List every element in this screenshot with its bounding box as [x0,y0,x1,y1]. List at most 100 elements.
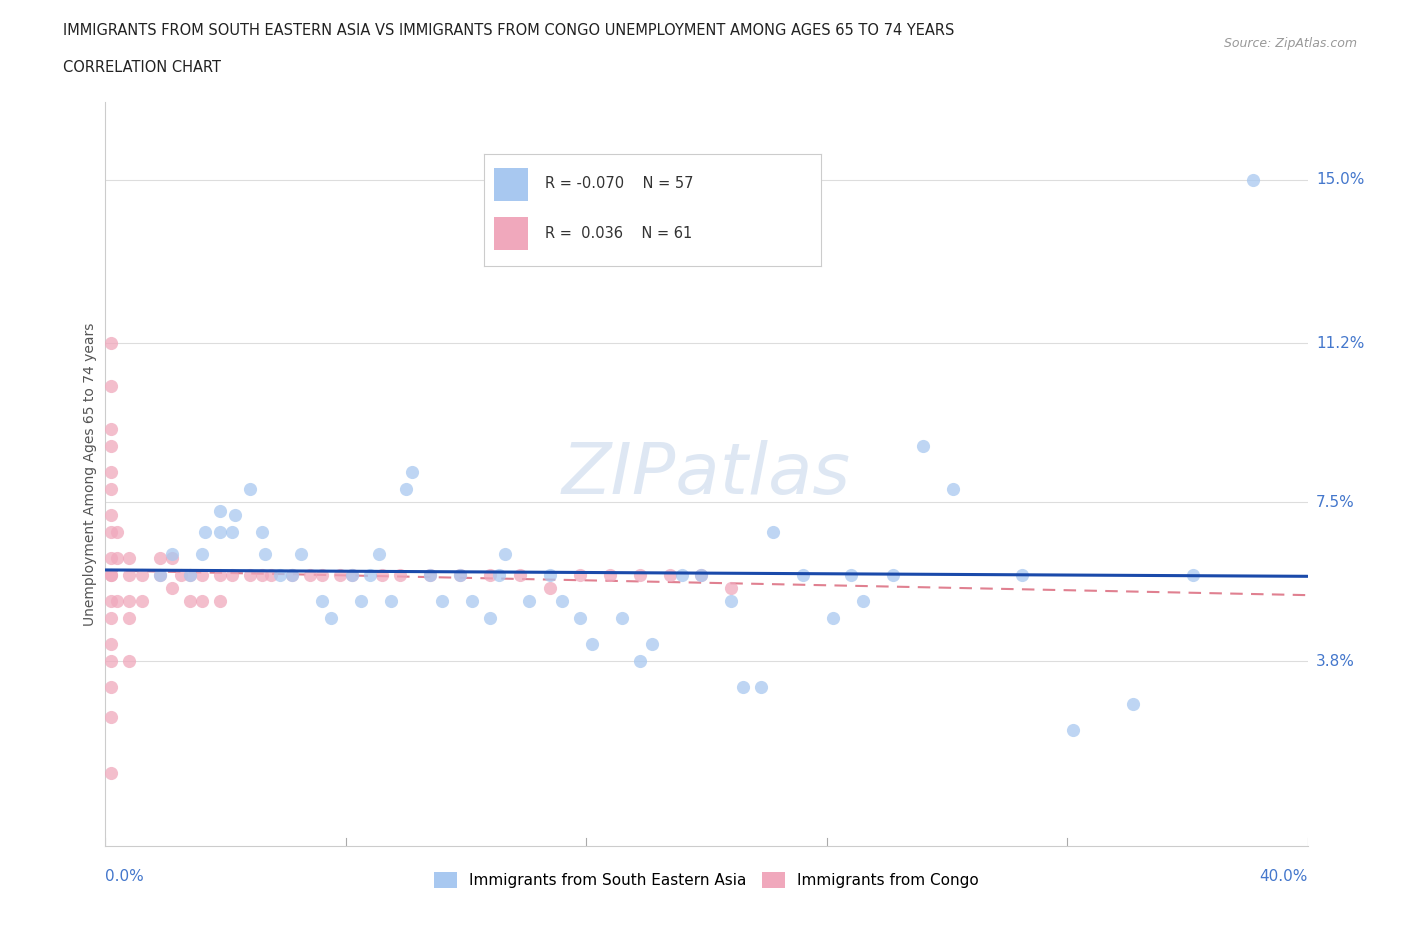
Point [250,568,273,583]
Point [401,465,423,480]
Bar [495,217,527,250]
Point [169,568,191,583]
Point [911,439,934,454]
Point [179,568,201,583]
Point [118,654,141,669]
Point [107,551,129,565]
Text: 15.0%: 15.0% [1316,172,1364,187]
Point [380,593,402,608]
Point [100,421,122,436]
Point [731,680,754,695]
Point [1062,723,1084,737]
Point [100,482,122,497]
Y-axis label: Unemployment Among Ages 65 to 74 years: Unemployment Among Ages 65 to 74 years [83,323,97,626]
Point [350,593,373,608]
Point [298,568,321,583]
Point [488,568,510,583]
Point [131,568,153,583]
Point [659,568,682,583]
Point [319,611,342,626]
Text: 40.0%: 40.0% [1260,869,1308,883]
Point [538,581,561,596]
Text: Source: ZipAtlas.com: Source: ZipAtlas.com [1223,37,1357,50]
Point [388,568,411,583]
Point [100,568,122,583]
Point [1122,697,1144,711]
Point [581,637,603,652]
Point [671,568,693,583]
Point [749,680,772,695]
Point [461,593,484,608]
Point [221,525,243,539]
Point [260,568,283,583]
Point [720,593,742,608]
Point [449,568,471,583]
Point [100,336,122,351]
Point [1011,568,1033,583]
Point [340,568,363,583]
Point [839,568,862,583]
Point [882,568,904,583]
Point [942,482,965,497]
Point [359,568,381,583]
Point [100,593,122,608]
Point [179,593,201,608]
Point [494,547,516,562]
Point [100,525,122,539]
Point [792,568,814,583]
Point [224,508,246,523]
Point [179,568,201,583]
Point [131,593,153,608]
Point [253,547,276,562]
Point [689,568,711,583]
Point [281,568,304,583]
Point [1182,568,1205,583]
Point [148,551,170,565]
Point [599,568,621,583]
Point [1243,172,1265,187]
Point [100,637,122,652]
Point [821,611,844,626]
Point [762,525,785,539]
Point [100,654,122,669]
Point [430,593,453,608]
Point [509,568,531,583]
Point [118,611,141,626]
Point [239,482,262,497]
Point [100,439,122,454]
Point [100,710,122,724]
Text: IMMIGRANTS FROM SOUTH EASTERN ASIA VS IMMIGRANTS FROM CONGO UNEMPLOYMENT AMONG A: IMMIGRANTS FROM SOUTH EASTERN ASIA VS IM… [63,23,955,38]
Text: 11.2%: 11.2% [1316,336,1364,351]
Point [100,465,122,480]
Point [368,547,391,562]
Point [190,568,212,583]
Point [628,568,651,583]
Point [852,593,875,608]
Point [100,379,122,393]
Point [641,637,664,652]
Point [107,525,129,539]
Point [449,568,471,583]
Point [100,551,122,565]
Point [118,568,141,583]
Point [208,503,231,518]
Point [269,568,291,583]
Point [479,568,502,583]
Point [239,568,262,583]
Point [148,568,170,583]
Point [107,593,129,608]
Point [208,525,231,539]
Point [190,547,212,562]
Point [371,568,394,583]
Point [720,581,742,596]
Bar [495,167,527,201]
Point [100,568,122,583]
Point [290,547,312,562]
Point [118,551,141,565]
Point [311,593,333,608]
Point [569,568,592,583]
Point [538,568,561,583]
Point [281,568,304,583]
Legend: Immigrants from South Eastern Asia, Immigrants from Congo: Immigrants from South Eastern Asia, Immi… [427,866,986,895]
Point [419,568,441,583]
